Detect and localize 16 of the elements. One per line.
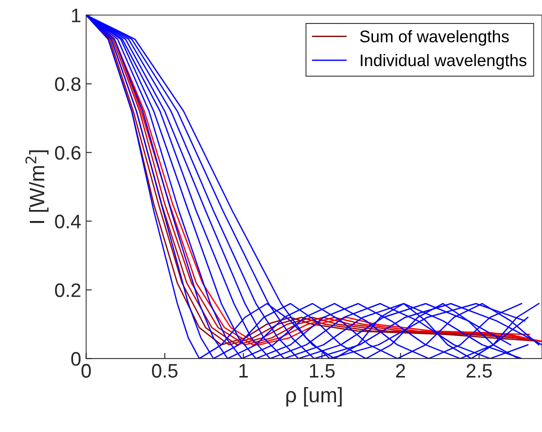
y-tick-label: 0.6 [55, 146, 80, 160]
x-tick-label: 0.5 [152, 364, 178, 378]
y-tick-label: 0 [71, 352, 81, 366]
x-axis-title: ρ [um] [286, 387, 342, 407]
y-tick-label: 0.2 [55, 283, 80, 298]
x-tick-label: 2 [396, 364, 405, 378]
x-tick-label: 0 [82, 364, 91, 378]
y-tick-label: 0.8 [55, 77, 80, 92]
x-tick-label: 1 [239, 364, 248, 378]
y-tick-label: 0.4 [55, 214, 81, 228]
legend-label: Sum of wavelengths [360, 30, 509, 46]
y-tick-label: 1 [72, 8, 80, 22]
x-tick-label: 2.5 [466, 364, 492, 378]
x-tick-label: 1.5 [310, 364, 335, 378]
y-axis-title: I [W/m$^{2}$] [25, 150, 49, 223]
legend-label: Individual wavelengths [360, 54, 526, 70]
